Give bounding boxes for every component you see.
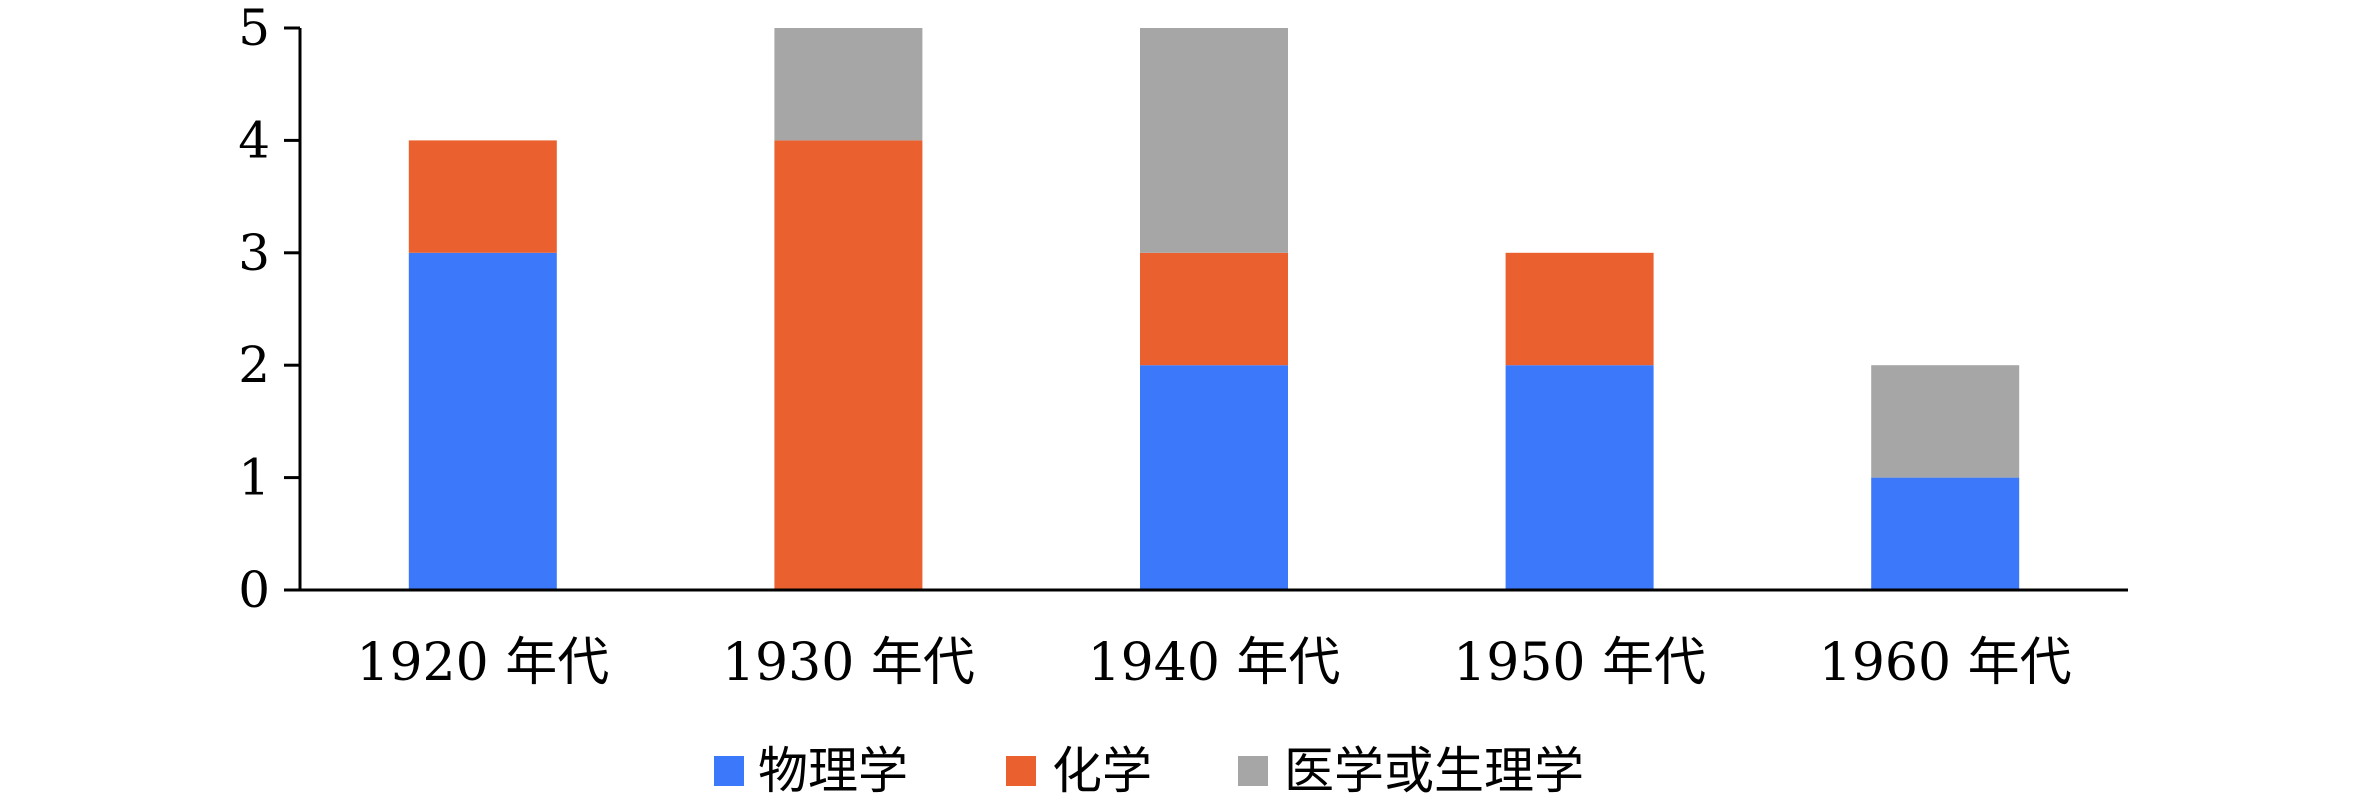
y-tick-label: 1 <box>238 449 270 507</box>
y-tick-label: 2 <box>238 336 270 394</box>
legend: 物理学 化学 医学或生理学 <box>714 742 1584 800</box>
y-tick-label: 0 <box>238 561 270 619</box>
x-category-label: 1960 年代 <box>1819 633 2072 693</box>
legend-label: 物理学 <box>758 742 908 800</box>
bar-1-cat-3 <box>1140 365 1288 590</box>
y-tick-label: 3 <box>238 224 270 282</box>
bar-2-cat-2 <box>774 140 923 590</box>
bar-2-cat-1 <box>408 140 557 253</box>
x-category-label: 1920 年代 <box>356 633 609 693</box>
legend-swatch <box>1238 756 1268 786</box>
bars-layer <box>408 28 2020 591</box>
bar-1-cat-1 <box>408 252 557 591</box>
y-tick-label: 4 <box>238 111 270 169</box>
legend-label: 化学 <box>1052 742 1152 800</box>
x-category-label: 1950 年代 <box>1453 633 1706 693</box>
bar-3-cat-5 <box>1871 365 2020 478</box>
bar-1-cat-4 <box>1505 365 1654 590</box>
bar-1-cat-5 <box>1871 477 2020 590</box>
bar-2-cat-3 <box>1140 252 1288 366</box>
x-category-label: 1930 年代 <box>722 633 975 693</box>
bar-3-cat-3 <box>1140 28 1288 253</box>
legend-swatch <box>1006 756 1036 786</box>
bar-3-cat-2 <box>774 28 923 141</box>
x-category-label: 1940 年代 <box>1088 633 1341 693</box>
legend-label: 医学或生理学 <box>1284 742 1584 800</box>
y-tick-label: 5 <box>238 0 270 57</box>
axes-layer: 0 1 2 3 4 5 1920 年代 1930 年代 1940 年代 1950 年代 1960 年… <box>238 0 2128 693</box>
legend-swatch <box>714 756 744 786</box>
bar-2-cat-4 <box>1505 252 1654 366</box>
